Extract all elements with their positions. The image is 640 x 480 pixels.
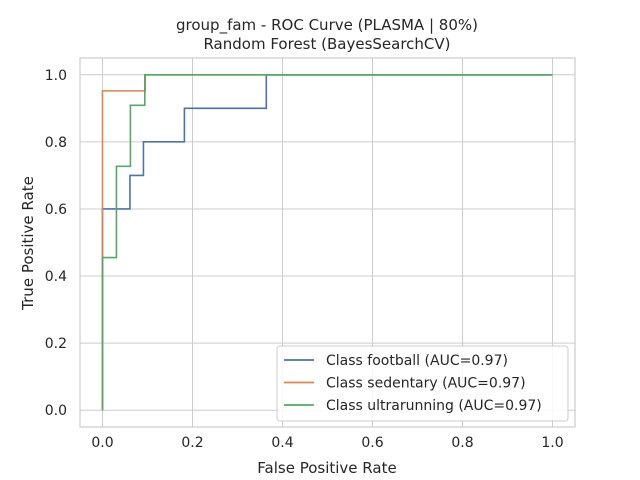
y-tick-label: 0.6 xyxy=(45,202,67,218)
legend-label-1: Class sedentary (AUC=0.97) xyxy=(326,376,526,392)
plot-frame xyxy=(79,57,576,428)
series-line-2 xyxy=(101,73,553,411)
legend: Class football (AUC=0.97) Class sedentary… xyxy=(276,345,569,422)
chart-title: group_fam - ROC Curve (PLASMA | 80%) xyxy=(176,16,478,35)
y-tick-label: 1.0 xyxy=(45,68,67,84)
x-tick-label: 1.0 xyxy=(541,435,563,451)
x-tick-label: 0.2 xyxy=(181,435,203,451)
series-line-0 xyxy=(101,73,553,411)
legend-label-2: Class ultrarunning (AUC=0.97) xyxy=(326,398,542,414)
x-tick-label: 0.0 xyxy=(91,435,113,451)
x-tick-label: 0.8 xyxy=(451,435,473,451)
legend-label-0: Class football (AUC=0.97) xyxy=(326,353,508,369)
y-tick-label: 0.2 xyxy=(45,336,67,352)
legend-box xyxy=(276,345,569,422)
y-axis-label: True Positive Rate xyxy=(19,176,37,311)
x-tick-label: 0.6 xyxy=(361,435,383,451)
x-axis-label: False Positive Rate xyxy=(257,459,396,477)
y-tick-label: 0.0 xyxy=(45,403,67,419)
grid xyxy=(80,58,575,427)
x-tick-label: 0.4 xyxy=(271,435,293,451)
y-tick-label: 0.4 xyxy=(45,269,67,285)
tick-labels: 0.0 0.2 0.4 0.6 0.8 1.0 0.0 0.2 0.4 0.6 0.8 1.0 xyxy=(45,68,564,451)
y-tick-label: 0.8 xyxy=(45,135,67,151)
chart-subtitle: Random Forest (BayesSearchCV) xyxy=(203,35,450,53)
series-layer xyxy=(101,73,553,411)
